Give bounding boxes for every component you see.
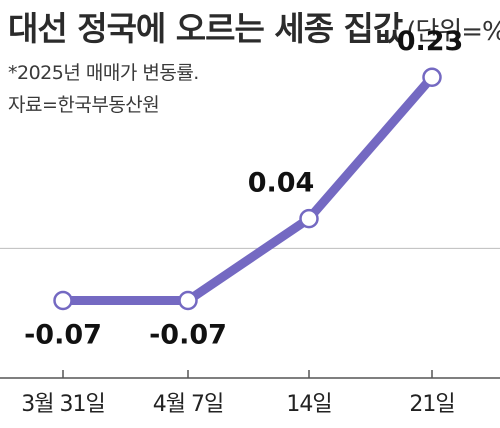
data-label: 0.04 [248, 168, 315, 199]
x-axis-tick-labels: 3월 31일 4월 7일 14일 21일 [21, 392, 455, 417]
chart-title-text: 대선 정국에 오르는 세종 집값 [8, 9, 403, 48]
footnote: *2025년 매매가 변동률. [8, 62, 199, 84]
x-tick-label: 21일 [409, 392, 454, 417]
series-line [58, 72, 437, 305]
data-point [53, 290, 73, 311]
data-point [299, 208, 319, 229]
data-label: 0.23 [397, 26, 464, 57]
chart-title: 대선 정국에 오르는 세종 집값(단위=%) [8, 2, 500, 50]
data-label: -0.07 [24, 319, 102, 350]
data-point [178, 290, 198, 311]
x-tick-label: 3월 31일 [21, 392, 104, 417]
x-tick-label: 4월 7일 [153, 392, 223, 417]
x-axis-ticks [62, 370, 433, 378]
x-tick-label: 14일 [286, 392, 331, 417]
source-note: 자료=한국부동산원 [8, 94, 160, 116]
data-label: -0.07 [149, 319, 227, 350]
unit-label: (단위=%) [406, 17, 500, 47]
series-data-labels: -0.07 -0.07 0.04 0.23 [24, 26, 463, 350]
series-markers [53, 67, 442, 311]
data-point [422, 67, 442, 87]
